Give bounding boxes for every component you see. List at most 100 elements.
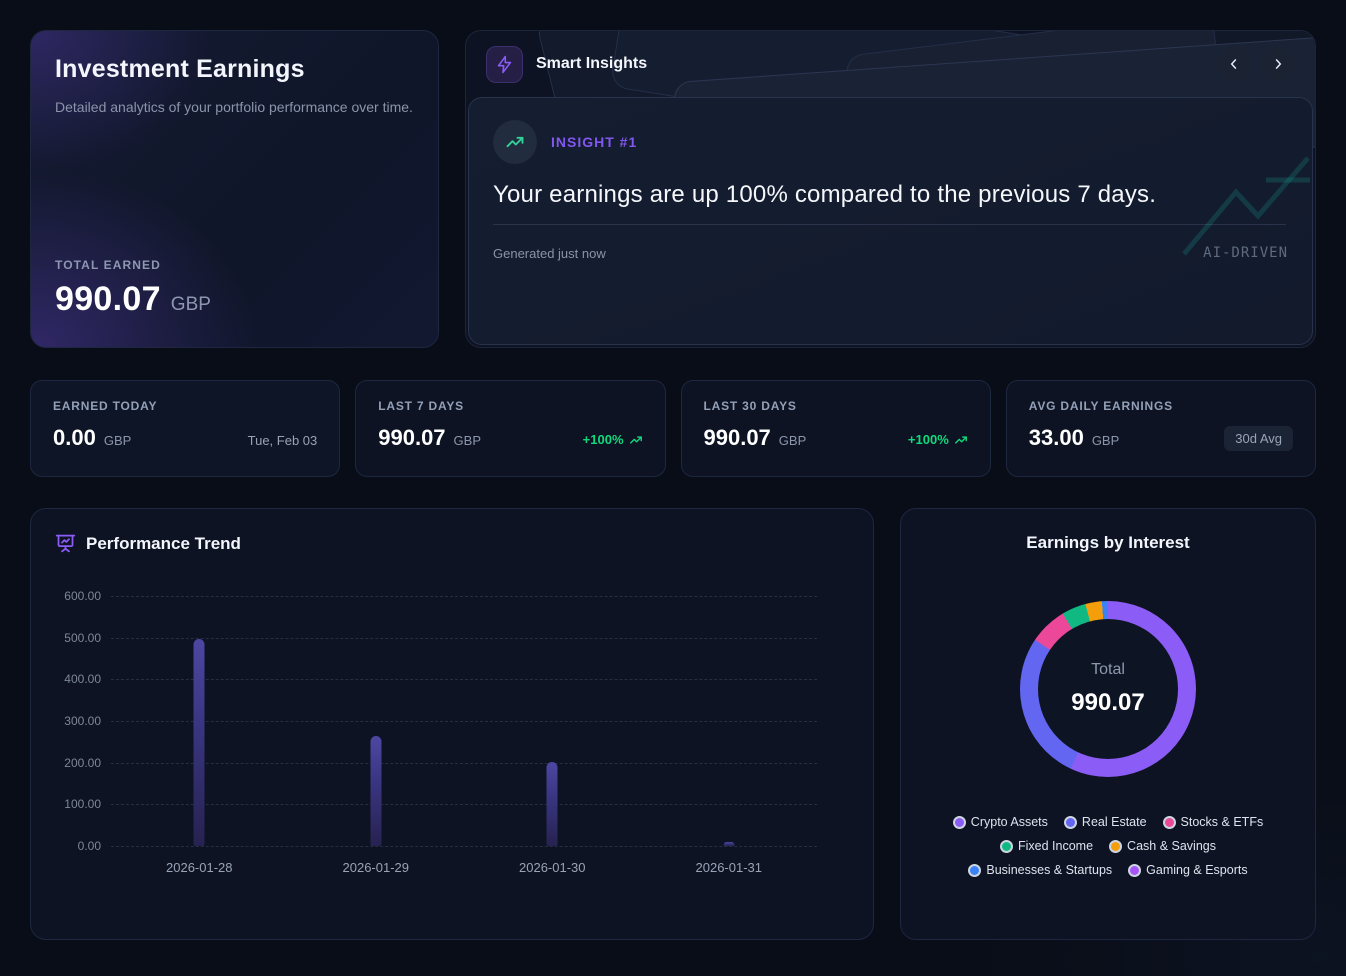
legend-label: Cash & Savings [1127,839,1216,853]
legend-item-real-estate[interactable]: Real Estate [1063,815,1147,829]
gridline [111,762,817,764]
stat-trend-indicator: +100% [583,432,643,451]
performance-trend-panel: Performance Trend 600.00 500.00 400.00 300.… [30,508,874,940]
y-tick-label: 200.00 [64,755,101,770]
total-earned-label: TOTAL EARNED [55,258,161,272]
legend-dot [1000,839,1014,853]
legend-item-crypto-assets[interactable]: Crypto Assets [952,815,1048,829]
total-earned-value: 990.07 [55,280,161,318]
next-insight-button[interactable] [1261,47,1295,81]
stat-value-row: 990.07 GBP +100% [378,425,642,451]
stat-label: AVG DAILY EARNINGS [1028,399,1173,413]
bolt-icon [486,45,523,83]
stat-trend-indicator: +100% [908,432,968,451]
earnings-by-interest-panel: Earnings by Interest Total 990.07 Crypto… [900,508,1316,940]
stat-currency: GBP [103,433,132,448]
insight-badge-row: INSIGHT #1 [493,120,1288,164]
total-earned-row: 990.07 GBP [55,280,414,319]
page-subtitle: Detailed analytics of your portfolio per… [55,99,413,115]
ai-driven-label: AI-DRIVEN [1203,245,1288,261]
legend-dot [968,863,982,877]
page-title: Investment Earnings [55,55,305,83]
chevron-right-icon [1275,59,1282,69]
stat-value-group: 990.07 GBP [704,425,807,451]
trending-up-icon [493,120,537,164]
donut-chart: Total 990.07 [1020,601,1196,777]
stat-value-row: 33.00 GBP 30d Avg [1029,425,1293,451]
stat-value-group: 0.00 GBP [53,425,131,451]
legend-item-fixed-income[interactable]: Fixed Income [1000,839,1093,853]
total-earned-currency: GBP [170,294,211,315]
stat-value-row: 0.00 GBP Tue, Feb 03 [53,425,317,451]
earnings-by-interest-title: Earnings by Interest [1026,533,1190,552]
stat-currency: GBP [453,433,482,448]
presentation-chart-icon [55,534,76,553]
gridline [111,679,817,681]
smart-insights-title: Smart Insights [536,55,648,72]
stat-label: EARNED TODAY [53,399,158,413]
gridline [111,721,817,722]
legend-dot [1162,815,1176,829]
bar-chart-plot-area [111,596,817,847]
legend-dot [1128,863,1142,877]
gridline [111,596,817,597]
donut-legend: Crypto Assets Real Estate Stocks & ETFs Fix… [925,815,1291,877]
y-tick-label: 500.00 [64,630,101,645]
y-tick-label: 300.00 [64,714,101,728]
legend-label: Fixed Income [1018,839,1094,853]
stat-card-avg-daily-earnings: AVG DAILY EARNINGS 33.00 GBP 30d Avg [1005,380,1316,477]
x-axis: 2026-01-28 2026-01-29 2026-01-30 2026-01-31 [111,860,817,884]
insight-carousel-nav [1217,47,1295,81]
stat-label: LAST 7 DAYS [378,399,464,413]
y-tick-label: 100.00 [64,797,101,812]
legend-dot [952,815,966,829]
prev-insight-button[interactable] [1217,47,1251,81]
legend-item-businesses-startups[interactable]: Businesses & Startups [968,863,1112,877]
donut-center: Total 990.07 [1038,619,1178,759]
bar-2026-01-28 [193,638,205,846]
gridline [111,846,817,847]
stat-value: 990.07 [703,425,771,450]
insight-card: INSIGHT #1 Your earnings are up 100% com… [468,97,1313,345]
smart-insights-card: Smart Insights [465,30,1316,348]
chevron-left-icon [1230,59,1237,69]
stats-row: EARNED TODAY 0.00 GBP Tue, Feb 03 LAST 7 DAY… [30,380,1316,477]
legend-label: Real Estate [1081,815,1147,829]
stat-label: LAST 30 DAYS [703,399,797,413]
stat-currency: GBP [1091,433,1120,448]
donut-total-label: Total [1091,661,1125,678]
bottom-row: Performance Trend 600.00 500.00 400.00 300.… [30,508,1316,940]
insight-headline: Your earnings are up 100% compared to th… [493,181,1157,208]
legend-label: Gaming & Esports [1146,863,1248,877]
insight-generated-timestamp: Generated just now [493,245,606,261]
investment-earnings-card: Investment Earnings Detailed analytics o… [30,30,439,348]
x-tick-label: 2026-01-29 [342,860,410,875]
bar-2026-01-30 [546,762,558,846]
stat-date: Tue, Feb 03 [247,433,318,448]
legend-label: Stocks & ETFs [1180,815,1264,829]
trending-up-icon [954,435,967,444]
legend-item-gaming-esports[interactable]: Gaming & Esports [1128,863,1248,877]
performance-trend-title: Performance Trend [86,533,241,553]
x-tick-label: 2026-01-28 [166,860,233,875]
stat-card-last-30-days: LAST 30 DAYS 990.07 GBP +100% [680,380,991,477]
x-tick-label: 2026-01-30 [519,860,586,875]
stat-badge: 30d Avg [1224,426,1293,451]
stat-value-row: 990.07 GBP +100% [704,425,968,451]
bar-chart: 600.00 500.00 400.00 300.00 200.00 100.00 0.00 [55,589,817,853]
gridline [111,804,817,806]
smart-insights-header: Smart Insights [466,31,1315,97]
stat-value: 33.00 [1028,425,1084,450]
legend-item-stocks-etfs[interactable]: Stocks & ETFs [1162,815,1264,829]
legend-dot [1063,815,1077,829]
y-axis: 600.00 500.00 400.00 300.00 200.00 100.00 0.00 [55,589,111,853]
stat-value-group: 33.00 GBP [1029,425,1120,451]
bar-2026-01-29 [370,736,382,846]
legend-item-cash-savings[interactable]: Cash & Savings [1109,839,1216,853]
donut-total-value: 990.07 [1071,689,1145,716]
top-row: Investment Earnings Detailed analytics o… [30,30,1316,348]
insight-meta-row: Generated just now AI-DRIVEN [493,245,1288,261]
y-tick-label: 0.00 [77,839,101,853]
insight-number-badge: INSIGHT #1 [551,134,638,150]
